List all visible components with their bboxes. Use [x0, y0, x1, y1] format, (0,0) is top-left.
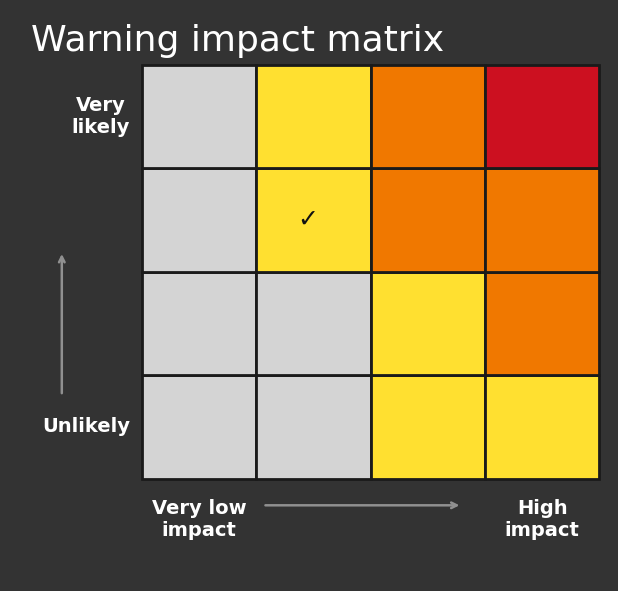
Bar: [256, 65, 371, 168]
Text: Very
likely: Very likely: [72, 96, 130, 137]
Text: High
impact: High impact: [505, 499, 580, 540]
Bar: [371, 375, 485, 479]
Bar: [256, 375, 371, 479]
Bar: [142, 168, 256, 272]
Bar: [142, 272, 256, 375]
Bar: [256, 168, 371, 272]
Bar: [142, 375, 256, 479]
Bar: [142, 65, 256, 168]
Text: Warning impact matrix: Warning impact matrix: [31, 24, 444, 58]
Bar: [371, 272, 485, 375]
Text: ✓: ✓: [297, 208, 318, 232]
Bar: [485, 65, 599, 168]
Bar: [256, 272, 371, 375]
Bar: [371, 65, 485, 168]
Text: Unlikely: Unlikely: [42, 417, 130, 437]
Bar: [485, 272, 599, 375]
Bar: [371, 168, 485, 272]
Text: Very low
impact: Very low impact: [152, 499, 247, 540]
Bar: [485, 168, 599, 272]
Bar: [485, 375, 599, 479]
